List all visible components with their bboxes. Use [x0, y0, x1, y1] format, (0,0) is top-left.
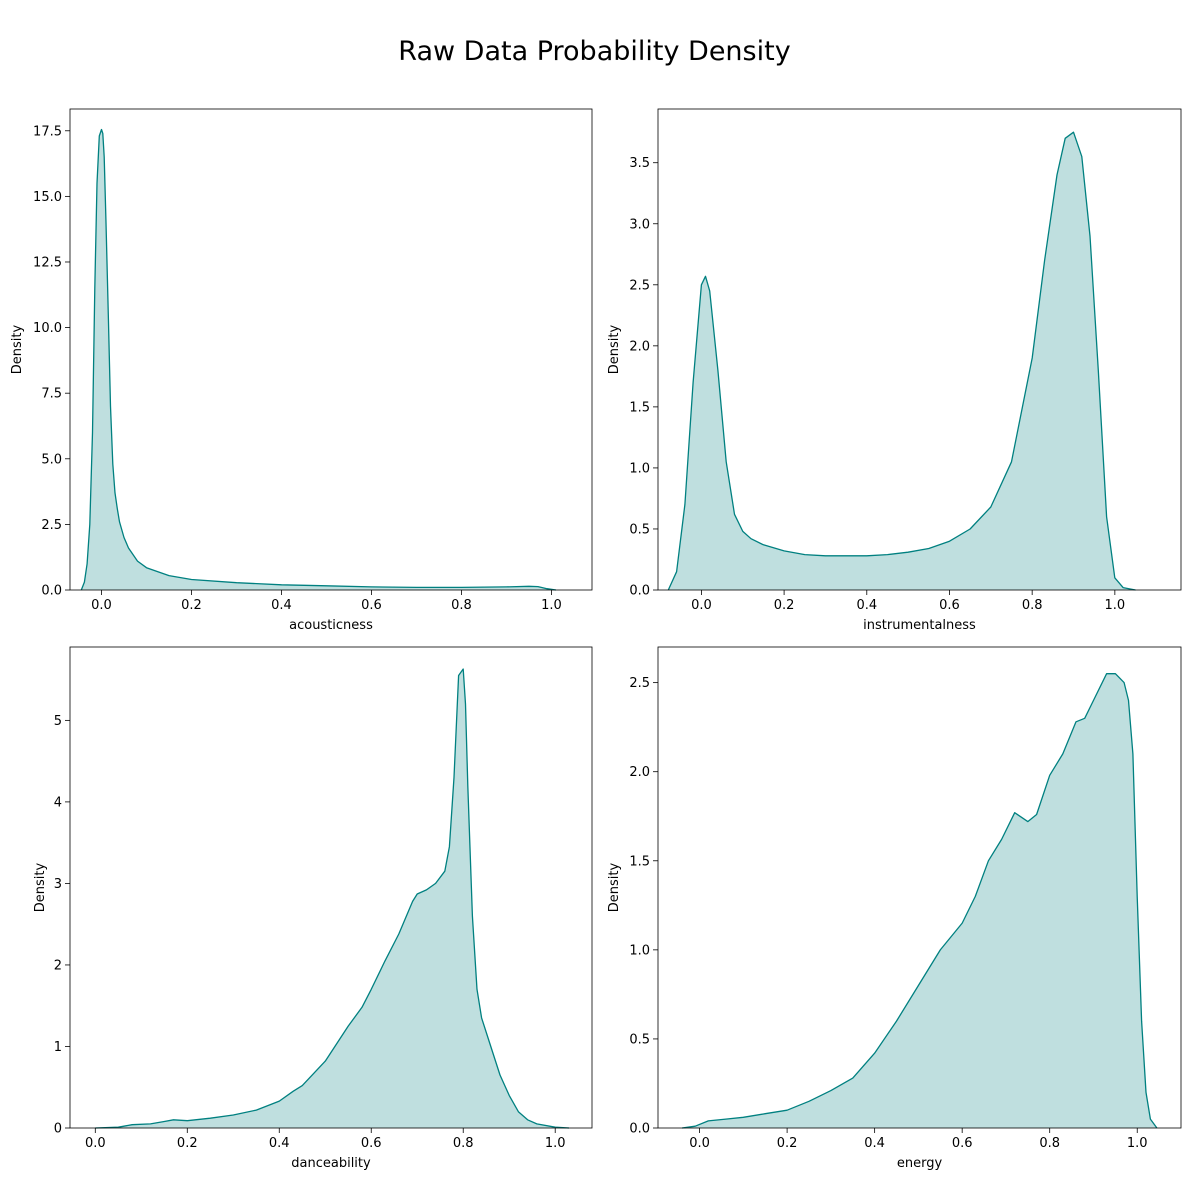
instrumentalness-density-fill — [668, 132, 1136, 590]
y-tick-label: 0.0 — [629, 1122, 650, 1137]
y-tick-label: 17.5 — [33, 124, 62, 139]
x-tick-label: 1.0 — [545, 1136, 566, 1151]
x-tick-label: 0.2 — [777, 1136, 798, 1151]
energy-density-panel: 0.0 0.2 0.4 0.6 0.8 1.0 0.0 0.5 1.0 1.5 2.0 2.5 ener… — [607, 646, 1182, 1171]
y-tick-label: 2.0 — [629, 339, 650, 354]
y-tick-label: 2 — [54, 958, 62, 973]
y-tick-label: 5.0 — [41, 452, 62, 467]
x-tick-label: 0.4 — [269, 1136, 290, 1151]
x-axis-label: danceability — [291, 1156, 371, 1171]
y-tick-label: 1 — [54, 1040, 62, 1055]
x-tick-label: 0.8 — [1039, 1136, 1060, 1151]
figure-title: Raw Data Probability Density — [398, 36, 791, 67]
y-tick-label: 0 — [54, 1122, 62, 1137]
energy-density-line — [682, 673, 1158, 1129]
y-tick-label: 1.0 — [629, 461, 650, 476]
instrumentalness-density-line — [667, 131, 1136, 591]
x-axis-label: energy — [897, 1156, 943, 1171]
x-tick-label: 1.0 — [1127, 1136, 1148, 1151]
y-axis-label: Density — [607, 862, 622, 912]
x-tick-label: 0.4 — [271, 598, 292, 613]
axes-frame — [69, 646, 593, 1129]
axes-frame — [657, 646, 1182, 1129]
acousticness-density-fill — [81, 129, 557, 590]
x-tick-label: 0.2 — [177, 1136, 198, 1151]
instrumentalness-density-panel: 0.0 0.2 0.4 0.6 0.8 1.0 0.0 0.5 1.0 1.5 2.0 2.5 3.0 3… — [607, 108, 1182, 633]
y-tick-label: 1.5 — [629, 400, 650, 415]
acousticness-density-line — [80, 128, 557, 591]
danceability-density-panel: 0.0 0.2 0.4 0.6 0.8 1.0 0 1 2 3 4 5 danceability Dens… — [33, 646, 593, 1171]
axes-frame — [657, 108, 1182, 591]
y-tick-label: 1.5 — [629, 854, 650, 869]
danceability-density-line — [95, 668, 570, 1129]
y-axis-label: Density — [607, 324, 622, 374]
y-tick-label: 0.0 — [629, 584, 650, 599]
y-tick-label: 12.5 — [33, 255, 62, 270]
y-tick-label: 0.5 — [629, 1032, 650, 1047]
x-tick-label: 0.0 — [91, 598, 112, 613]
y-axis-label: Density — [33, 862, 48, 912]
y-tick-label: 4 — [54, 795, 62, 810]
x-axis-label: instrumentalness — [863, 618, 976, 633]
y-tick-label: 1.0 — [629, 943, 650, 958]
y-tick-label: 0.0 — [41, 584, 62, 599]
x-tick-label: 1.0 — [541, 598, 562, 613]
y-tick-label: 2.5 — [629, 676, 650, 691]
x-tick-label: 0.0 — [689, 1136, 710, 1151]
x-tick-label: 0.8 — [451, 598, 472, 613]
x-tick-label: 1.0 — [1105, 598, 1126, 613]
x-tick-label: 0.8 — [1022, 598, 1043, 613]
y-tick-label: 3.5 — [629, 156, 650, 171]
acousticness-density-panel: 0.0 0.2 0.4 0.6 0.8 1.0 0.0 2.5 5.0 7.5 10.0 12.5 15… — [10, 108, 593, 633]
x-tick-label: 0.6 — [939, 598, 960, 613]
y-tick-label: 0.5 — [629, 522, 650, 537]
y-tick-label: 2.0 — [629, 765, 650, 780]
y-tick-label: 5 — [54, 714, 62, 729]
x-tick-label: 0.6 — [952, 1136, 973, 1151]
x-tick-label: 0.6 — [361, 598, 382, 613]
x-tick-label: 0.6 — [361, 1136, 382, 1151]
x-tick-label: 0.8 — [453, 1136, 474, 1151]
x-tick-label: 0.2 — [181, 598, 202, 613]
y-tick-label: 3.0 — [629, 217, 650, 232]
danceability-density-fill — [95, 669, 570, 1128]
x-axis-label: acousticness — [289, 618, 373, 633]
y-tick-label: 10.0 — [33, 321, 62, 336]
x-tick-label: 0.4 — [864, 1136, 885, 1151]
y-tick-label: 2.5 — [41, 518, 62, 533]
x-tick-label: 0.2 — [774, 598, 795, 613]
y-tick-label: 2.5 — [629, 278, 650, 293]
axes-frame — [69, 108, 593, 591]
x-tick-label: 0.0 — [691, 598, 712, 613]
y-tick-label: 3 — [54, 877, 62, 892]
y-tick-label: 15.0 — [33, 190, 62, 205]
y-tick-label: 7.5 — [41, 387, 62, 402]
x-tick-label: 0.4 — [856, 598, 877, 613]
energy-density-fill — [682, 673, 1157, 1128]
y-axis-label: Density — [10, 324, 25, 374]
x-tick-label: 0.0 — [85, 1136, 106, 1151]
